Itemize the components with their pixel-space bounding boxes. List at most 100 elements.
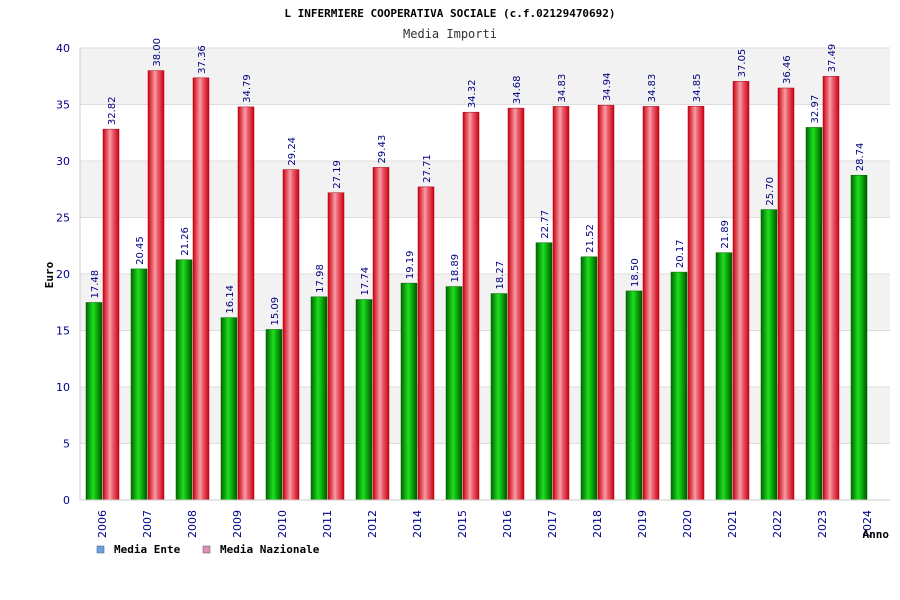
value-label: 29.24 — [287, 137, 298, 166]
bar-media-nazionale — [732, 81, 750, 501]
legend-label-media-nazionale: Media Nazionale — [220, 543, 320, 556]
bar-media-nazionale — [327, 192, 345, 501]
x-tick-label: 2006 — [96, 510, 109, 538]
value-label: 38.00 — [152, 38, 163, 67]
x-tick-label: 2017 — [546, 510, 559, 538]
x-tick-label: 2012 — [366, 510, 379, 538]
y-tick-label: 20 — [56, 268, 70, 281]
y-tick-label: 5 — [63, 438, 70, 451]
bar-media-ente — [625, 290, 643, 501]
value-label: 15.09 — [270, 297, 281, 326]
bar-media-ente — [400, 282, 418, 501]
bar-media-ente — [175, 259, 193, 501]
bar-media-ente — [220, 317, 238, 501]
chart-title: L INFERMIERE COOPERATIVA SOCIALE (c.f.02… — [284, 7, 615, 20]
bar-media-nazionale — [147, 70, 165, 501]
legend: Media Ente Media Nazionale — [96, 543, 320, 556]
value-label: 37.05 — [737, 49, 748, 78]
x-tick-label: 2011 — [321, 510, 334, 538]
value-label: 28.74 — [855, 143, 866, 172]
x-tick-label: 2023 — [816, 510, 829, 538]
value-label: 22.77 — [540, 210, 551, 239]
value-label: 29.43 — [377, 135, 388, 164]
value-label: 34.85 — [692, 74, 703, 103]
value-labels: 17.48 32.82 20.45 38.00 21.26 37.36 16.14 34.79… — [90, 38, 866, 326]
value-label: 34.83 — [557, 74, 568, 103]
value-label: 25.70 — [765, 177, 776, 206]
y-tick-label: 25 — [56, 212, 70, 225]
x-tick-label: 2018 — [591, 510, 604, 538]
plot-band — [80, 104, 890, 161]
bar-media-nazionale — [687, 105, 705, 501]
x-tick-label: 2016 — [501, 510, 514, 538]
x-tick-label: 2014 — [411, 510, 424, 538]
bar-media-ente — [265, 329, 283, 501]
legend-swatch-media-nazionale — [202, 545, 211, 554]
bar-media-ente — [130, 268, 148, 501]
y-tick-label: 15 — [56, 325, 70, 338]
bar-media-nazionale — [642, 106, 660, 501]
legend-swatch-media-ente — [96, 545, 105, 554]
bar-media-ente — [580, 256, 598, 501]
value-label: 18.89 — [450, 254, 461, 283]
plot-band — [80, 161, 890, 218]
x-axis-title: Anno — [863, 528, 890, 541]
x-tick-label: 2007 — [141, 510, 154, 538]
value-label: 34.79 — [242, 74, 253, 103]
value-label: 17.74 — [360, 267, 371, 296]
chart-subtitle: Media Importi — [403, 27, 497, 41]
value-label: 19.19 — [405, 251, 416, 280]
value-label: 20.17 — [675, 239, 686, 268]
y-tick-label: 35 — [56, 99, 70, 112]
bar-media-nazionale — [417, 186, 435, 501]
bar-media-ente — [850, 174, 868, 501]
plot-band — [80, 274, 890, 331]
value-label: 37.36 — [197, 45, 208, 74]
x-axis-ticks: 2006 2007 2008 2009 2010 2011 2012 2014 2015 2016… — [96, 510, 874, 538]
bar-media-ente — [310, 296, 328, 501]
bar-media-nazionale — [192, 77, 210, 501]
bar-media-nazionale — [372, 167, 390, 501]
x-tick-label: 2021 — [726, 510, 739, 538]
plot-band — [80, 330, 890, 387]
plot-band — [80, 48, 890, 105]
value-label: 21.52 — [585, 224, 596, 253]
x-tick-label: 2024 — [861, 510, 874, 538]
y-axis-ticks: 0 5 10 15 20 25 30 35 40 — [56, 42, 70, 507]
value-label: 34.94 — [602, 73, 613, 102]
y-tick-label: 30 — [56, 155, 70, 168]
x-tick-label: 2020 — [681, 510, 694, 538]
value-label: 34.32 — [467, 80, 478, 109]
value-label: 18.27 — [495, 261, 506, 290]
bar-media-nazionale — [507, 107, 525, 501]
y-tick-label: 0 — [63, 494, 70, 507]
bar-media-nazionale — [552, 106, 570, 501]
value-label: 17.48 — [90, 270, 101, 299]
y-axis-title: Euro — [43, 261, 56, 288]
bar-media-nazionale — [102, 128, 120, 501]
bar-media-ente — [670, 271, 688, 501]
bar-media-ente — [445, 286, 463, 501]
bar-media-ente — [805, 127, 823, 501]
value-label: 27.71 — [422, 154, 433, 183]
bar-media-nazionale — [822, 76, 840, 501]
bar-media-ente — [355, 299, 373, 501]
bar-media-nazionale — [282, 169, 300, 501]
x-tick-label: 2010 — [276, 510, 289, 538]
bar-media-ente — [760, 209, 778, 501]
value-label: 17.98 — [315, 264, 326, 293]
y-tick-label: 40 — [56, 42, 70, 55]
plot-band — [80, 217, 890, 274]
x-tick-label: 2022 — [771, 510, 784, 538]
bar-media-nazionale — [462, 111, 480, 501]
value-label: 32.82 — [107, 96, 118, 125]
value-label: 27.19 — [332, 160, 343, 189]
bar-media-nazionale — [777, 87, 795, 501]
value-label: 34.68 — [512, 75, 523, 104]
plot-band — [80, 387, 890, 444]
x-tick-label: 2019 — [636, 510, 649, 538]
y-tick-label: 10 — [56, 381, 70, 394]
x-tick-label: 2015 — [456, 510, 469, 538]
x-tick-label: 2008 — [186, 510, 199, 538]
